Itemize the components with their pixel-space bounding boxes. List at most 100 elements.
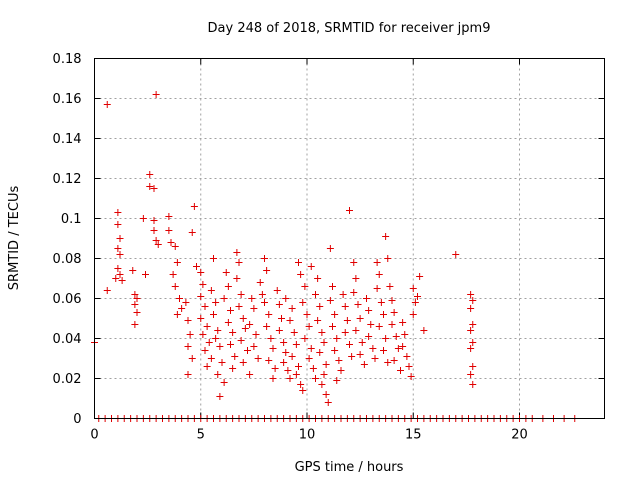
data-point (254, 355, 262, 362)
data-point (261, 255, 268, 262)
grid-lines (94, 58, 605, 419)
data-point (271, 365, 279, 372)
data-point (212, 299, 220, 306)
data-point (301, 335, 309, 342)
data-point (320, 339, 328, 346)
data-point (182, 299, 190, 306)
y-axis-label: SRMTID / TECUs (7, 186, 22, 291)
data-point (360, 361, 368, 368)
x-axis-label: GPS time / hours (295, 460, 404, 475)
data-point (365, 307, 373, 314)
data-point (420, 327, 428, 334)
data-point (299, 387, 307, 394)
data-point (201, 303, 209, 310)
data-point (409, 285, 417, 292)
data-point (469, 381, 477, 388)
data-point (397, 367, 404, 374)
data-point (220, 295, 228, 302)
data-point (373, 285, 381, 292)
data-point (307, 345, 315, 352)
data-point (152, 237, 160, 244)
data-point (201, 347, 209, 354)
data-point (382, 233, 390, 240)
data-point (246, 371, 254, 378)
y-tick-label: 0.1 (61, 212, 82, 227)
x-tick-label: 0 (90, 428, 98, 443)
data-point (346, 341, 353, 348)
y-tick-label: 0 (73, 412, 81, 427)
data-point (348, 353, 356, 360)
data-point (326, 245, 334, 252)
data-point (224, 319, 232, 326)
data-point (116, 271, 124, 278)
data-point (354, 301, 362, 308)
data-point (203, 363, 211, 370)
data-point (303, 311, 311, 318)
data-point (377, 299, 385, 306)
data-point (288, 305, 296, 312)
data-point (384, 255, 392, 262)
data-point (150, 217, 158, 224)
y-tick-label: 0.12 (53, 172, 82, 187)
data-point (269, 375, 277, 382)
data-point (371, 355, 379, 362)
data-point (131, 301, 139, 308)
data-point (199, 331, 207, 338)
data-point (176, 295, 183, 302)
data-point (229, 365, 237, 372)
data-point (312, 375, 319, 382)
data-point (329, 283, 336, 290)
data-point (222, 269, 230, 276)
data-point (133, 295, 141, 302)
data-point (103, 287, 111, 294)
data-point (467, 327, 475, 334)
data-point (186, 331, 194, 338)
data-point (286, 375, 294, 382)
data-point (261, 299, 268, 306)
data-point (142, 271, 149, 278)
data-point (282, 349, 290, 356)
data-point (203, 323, 211, 330)
data-point (326, 297, 334, 304)
data-point (352, 327, 360, 334)
data-point (265, 357, 273, 364)
data-point (292, 341, 300, 348)
data-point (367, 321, 375, 328)
data-point (241, 325, 249, 332)
data-point (116, 235, 124, 242)
data-point (129, 267, 137, 274)
x-tick-label: 5 (197, 428, 205, 443)
data-point (322, 391, 330, 398)
data-point (239, 315, 247, 322)
data-point (288, 353, 296, 360)
data-point (233, 249, 241, 256)
data-point (409, 311, 417, 318)
data-point (365, 333, 373, 340)
data-point (184, 371, 192, 378)
data-point (386, 283, 394, 290)
y-tick-label: 0.04 (53, 332, 82, 347)
data-point (390, 309, 398, 316)
data-point (380, 347, 387, 354)
data-point (375, 323, 383, 330)
data-point (290, 329, 298, 336)
data-point (324, 399, 332, 406)
data-point (250, 343, 258, 350)
data-point (188, 355, 196, 362)
data-point (133, 309, 141, 316)
data-point (246, 321, 254, 328)
data-point (114, 265, 122, 272)
data-point (114, 245, 122, 252)
data-point (150, 185, 158, 192)
data-point (235, 303, 243, 310)
data-point (216, 343, 224, 350)
data-point (380, 311, 387, 318)
data-point (207, 355, 215, 362)
data-point (116, 251, 124, 258)
data-point (171, 243, 179, 250)
data-point (207, 287, 215, 294)
data-point (309, 365, 317, 372)
data-point (382, 335, 390, 342)
data-point (212, 335, 220, 342)
data-point (233, 275, 241, 282)
